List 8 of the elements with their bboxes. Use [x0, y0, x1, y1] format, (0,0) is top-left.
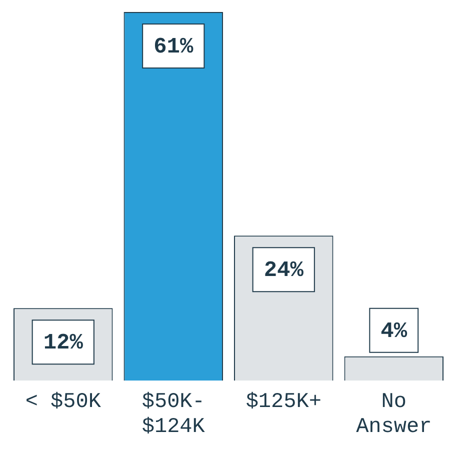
x-tick-label: No Answer [356, 390, 432, 439]
x-tick-label: < $50K [25, 390, 102, 414]
data-label: 4% [380, 318, 408, 344]
data-label: 61% [154, 34, 194, 60]
data-label: 12% [43, 330, 84, 356]
x-tick-label: $125K+ [246, 390, 322, 414]
data-label: 24% [264, 258, 304, 284]
x-tick-label: $50K-$124K [142, 390, 206, 439]
